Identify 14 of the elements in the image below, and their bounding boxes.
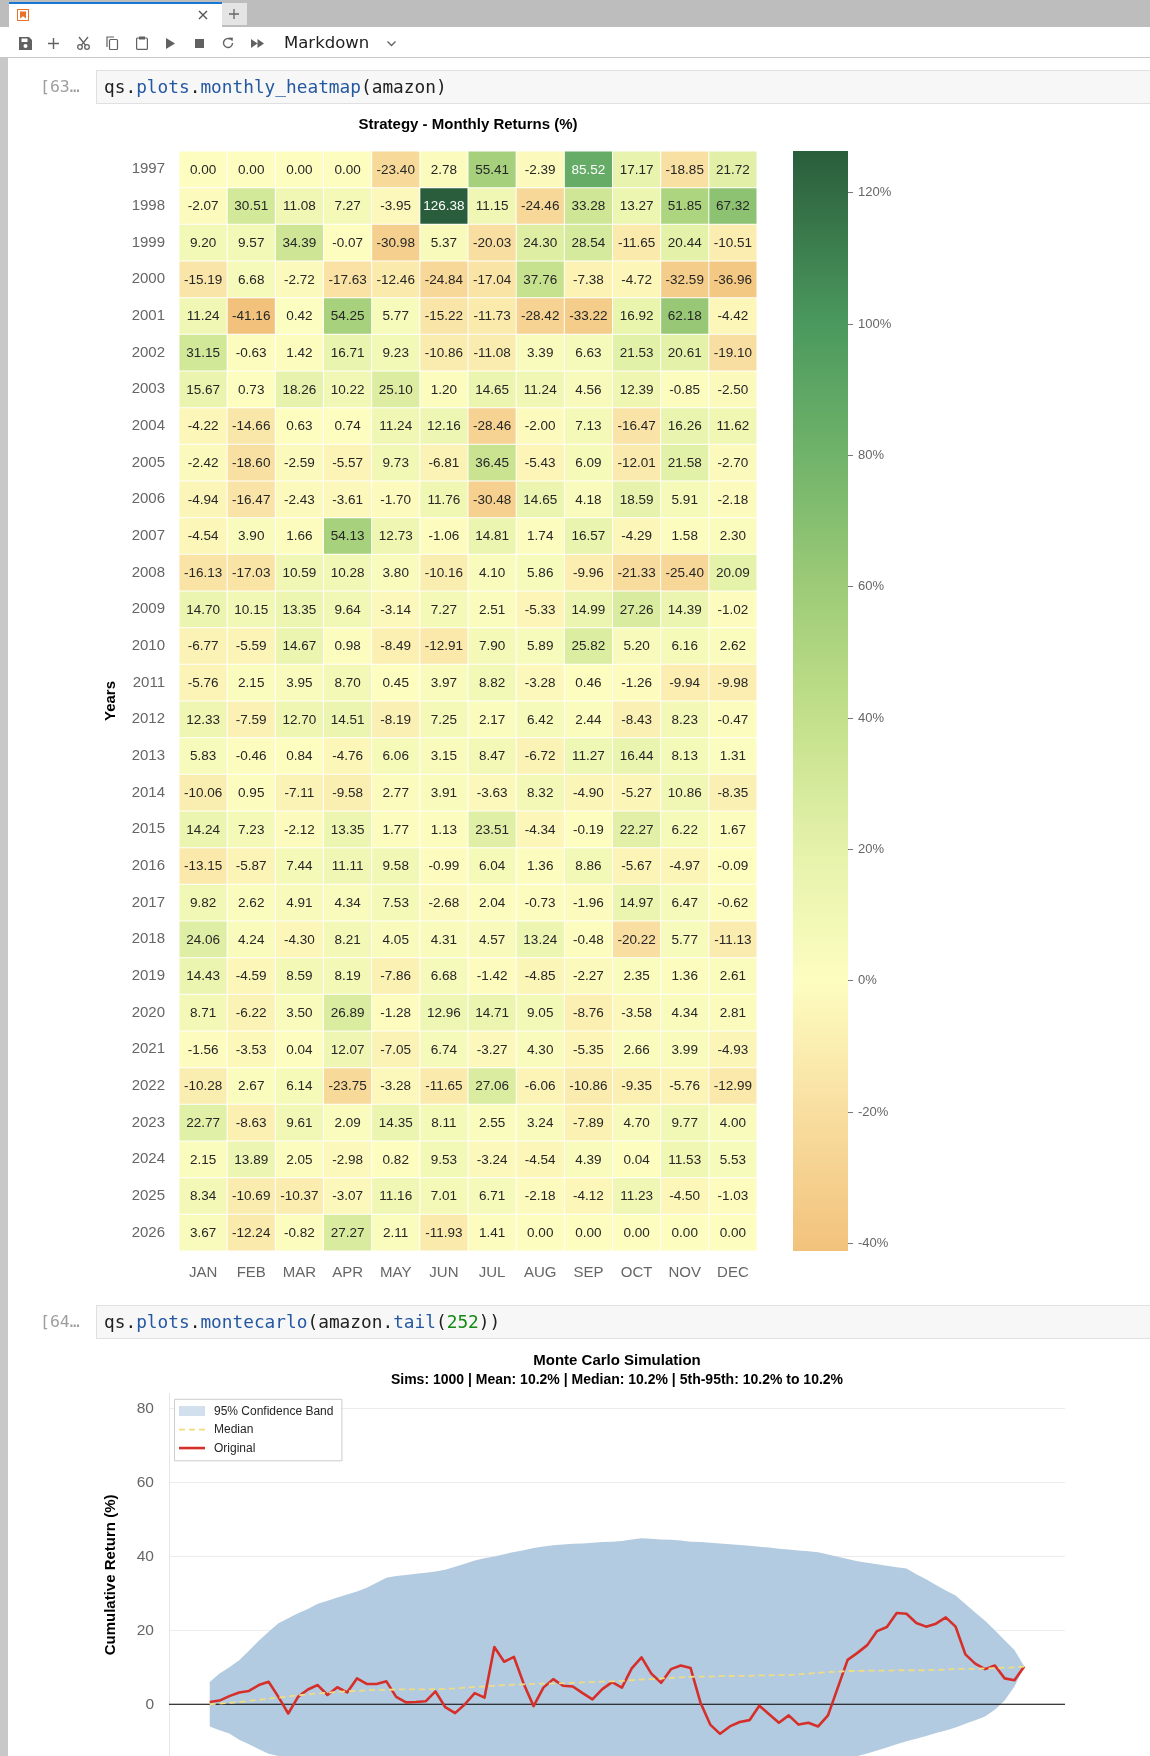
code-cell: qs.plots.montecarlo(amazon.tail(252))	[96, 1305, 1150, 1339]
chart-subtitle: Sims: 1000 | Mean: 10.2% | Median: 10.2% | 5th-95th: 10.2% to 10.2%	[390, 1371, 844, 1388]
chart-title: Monte Carlo Simulation	[533, 1351, 701, 1369]
line-series	[208, 1665, 1026, 1706]
legend-label: 95% Confidence Band	[214, 1403, 334, 1418]
legend-label: Median	[214, 1422, 254, 1437]
text: [64…	[40, 1311, 80, 1333]
y-tick-label: 0	[145, 1694, 155, 1712]
legend-label: Original	[214, 1440, 256, 1455]
y-tick-label: 80	[136, 1398, 155, 1416]
y-axis-title: Cumulative Return (%)	[101, 1494, 119, 1656]
y-tick-label: 20	[136, 1620, 155, 1638]
y-tick-label: 60	[136, 1472, 155, 1490]
y-tick-label: 40	[136, 1546, 155, 1564]
